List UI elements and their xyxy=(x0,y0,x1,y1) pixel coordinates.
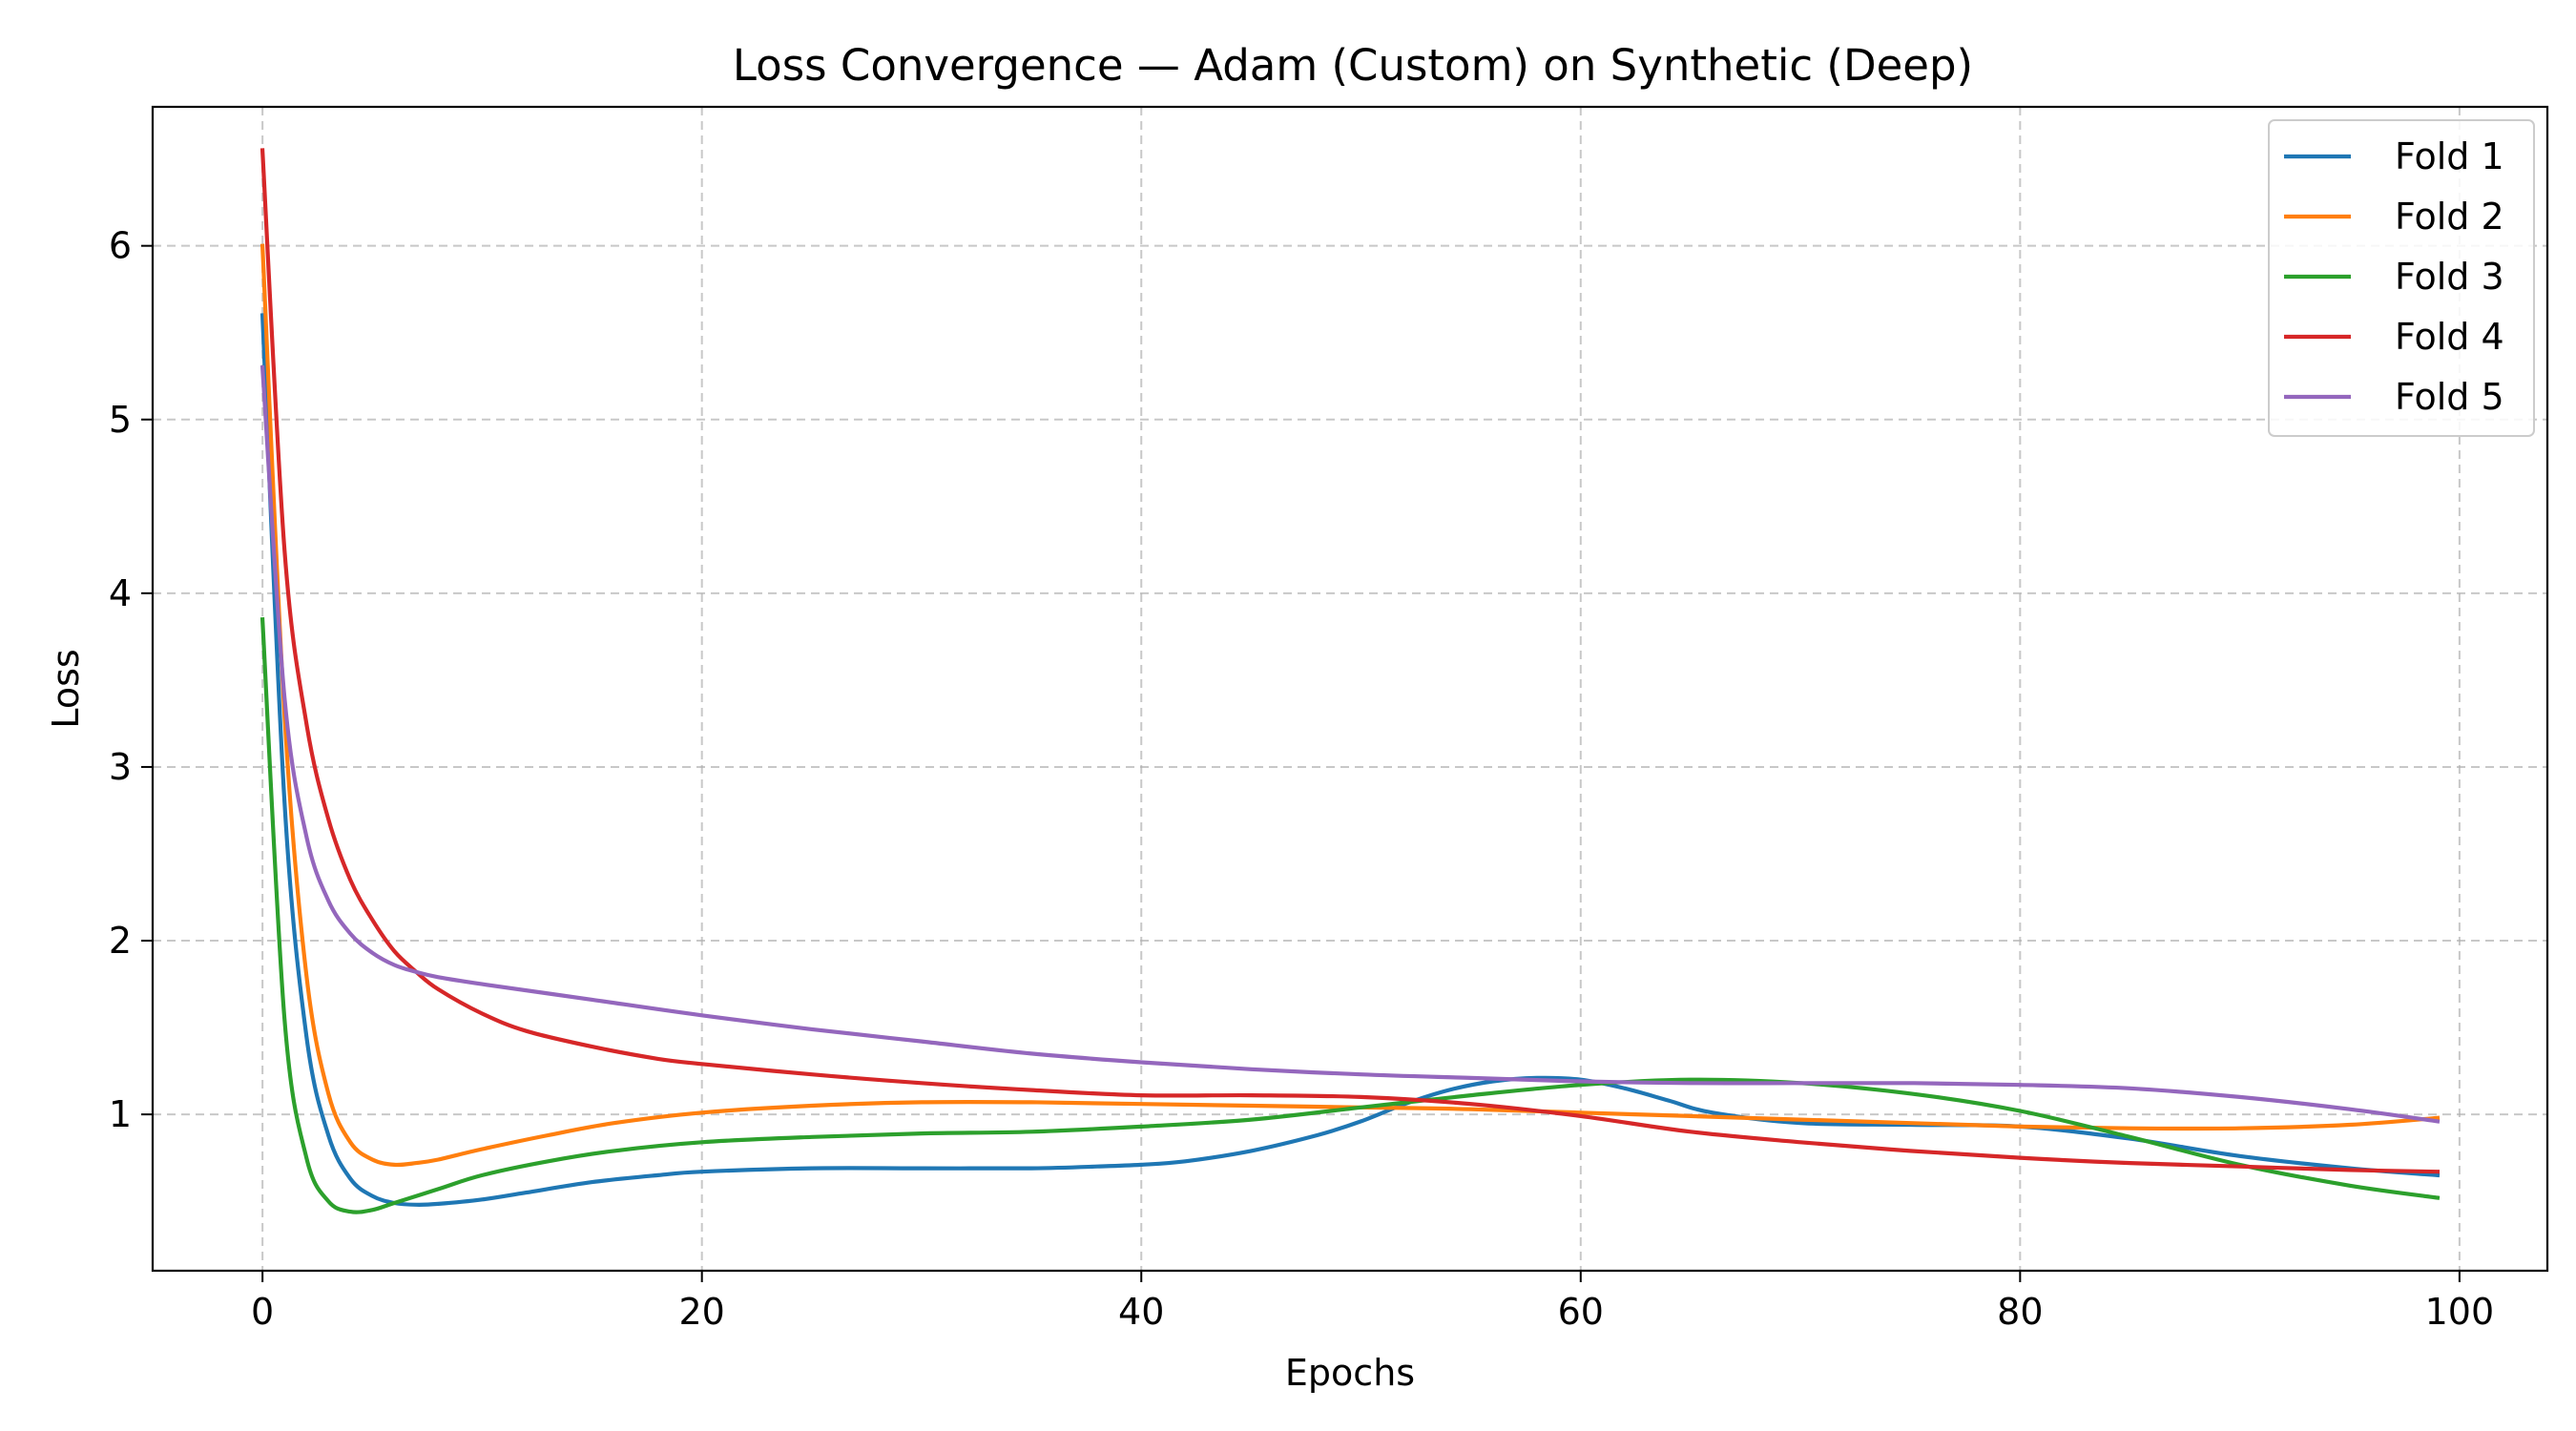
y-tick-label: 2 xyxy=(109,920,132,962)
y-tick-label: 5 xyxy=(109,399,132,441)
y-tick-label: 4 xyxy=(109,572,132,614)
legend-label: Fold 2 xyxy=(2395,196,2504,238)
legend-box xyxy=(2268,119,2535,437)
legend: Fold 1 Fold 2 Fold 3 Fold 4 Fold 5 xyxy=(2268,119,2535,437)
x-tick-label: 80 xyxy=(1997,1291,2043,1333)
series-line-fold-1 xyxy=(260,313,2441,1207)
series-lines xyxy=(260,148,2441,1214)
axis-ticks: 0 20 40 60 80 100 1 2 3 4 5 6 xyxy=(109,225,2494,1333)
y-tick-label: 1 xyxy=(109,1093,132,1135)
x-tick-label: 60 xyxy=(1558,1291,1604,1333)
plot-area xyxy=(151,105,2549,1273)
y-tick-label: 3 xyxy=(109,746,132,788)
legend-label: Fold 5 xyxy=(2395,376,2504,418)
series-line-fold-3 xyxy=(260,616,2441,1214)
chart-title: Loss Convergence — Adam (Custom) on Synt… xyxy=(733,40,1973,91)
x-tick-label: 40 xyxy=(1118,1291,1164,1333)
legend-label: Fold 1 xyxy=(2395,135,2504,177)
series-line-fold-4 xyxy=(260,148,2441,1174)
x-tick-label: 0 xyxy=(251,1291,274,1333)
series-line-fold-5 xyxy=(260,364,2441,1124)
legend-label: Fold 4 xyxy=(2395,316,2504,358)
series-line-fold-2 xyxy=(260,243,2441,1168)
x-axis-title: Epochs xyxy=(1285,1352,1415,1394)
y-tick-label: 6 xyxy=(109,225,132,267)
x-tick-label: 100 xyxy=(2425,1291,2495,1333)
y-axis-title: Loss xyxy=(45,649,87,728)
x-tick-label: 20 xyxy=(679,1291,725,1333)
legend-label: Fold 3 xyxy=(2395,256,2504,298)
